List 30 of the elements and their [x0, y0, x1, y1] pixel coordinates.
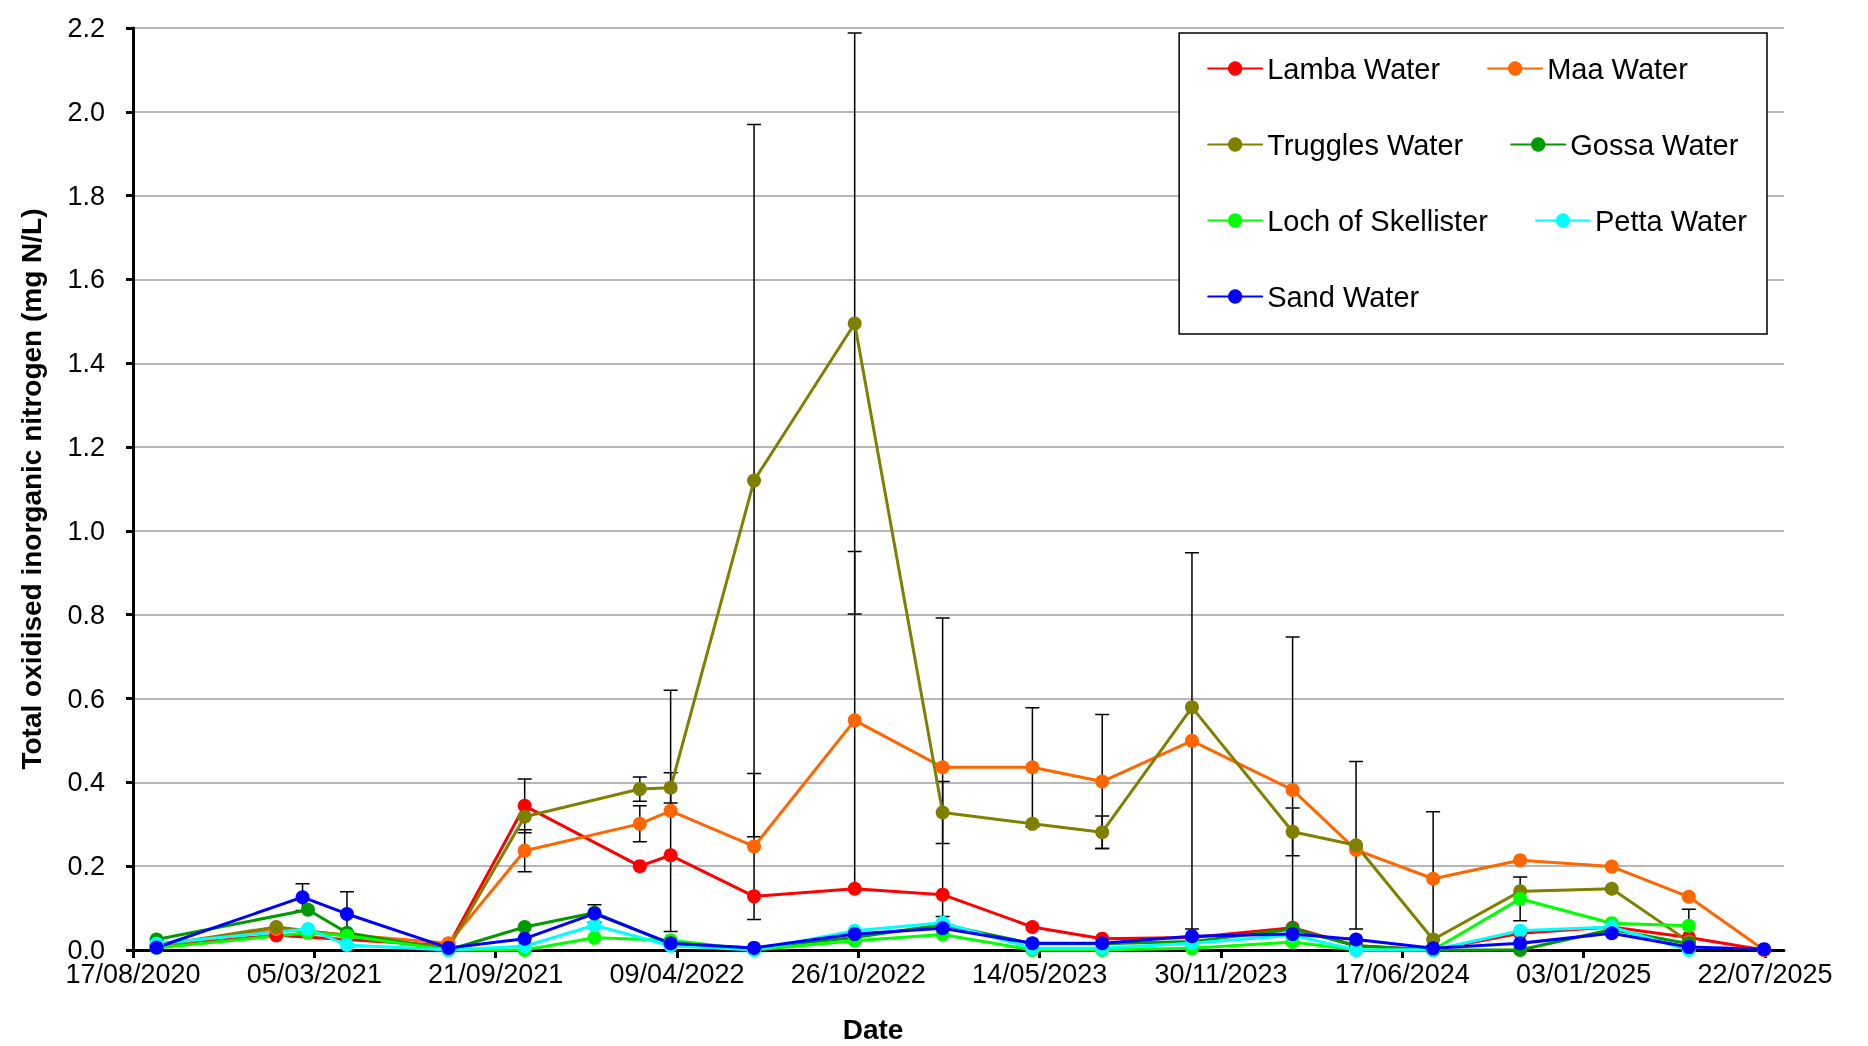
- legend-label: Lamba Water: [1267, 52, 1441, 85]
- x-tick-label: 03/01/2025: [1516, 958, 1652, 989]
- y-tick-label: 1.2: [67, 432, 105, 463]
- y-axis-title: Total oxidised inorganic nitrogen (mg N/L): [15, 208, 47, 770]
- x-axis-title: Date: [842, 1013, 904, 1045]
- y-tick-label: 0.4: [67, 767, 105, 798]
- x-tick-label: 09/04/2022: [609, 958, 745, 989]
- x-tick-label: 21/09/2021: [428, 958, 564, 989]
- legend-label: Petta Water: [1594, 204, 1748, 237]
- y-tick-label: 0.8: [67, 599, 105, 630]
- legend-label: Gossa Water: [1570, 128, 1739, 161]
- legend-label: Maa Water: [1547, 52, 1689, 85]
- y-tick-label: 0.6: [67, 683, 105, 714]
- y-tick-label: 2.0: [67, 96, 105, 127]
- y-tick-label: 1.8: [67, 180, 105, 211]
- x-tick-label: 14/05/2023: [972, 958, 1108, 989]
- legend-label: Loch of Skellister: [1267, 204, 1489, 237]
- x-tick-label: 30/11/2023: [1154, 958, 1288, 989]
- y-tick-label: 0.2: [67, 851, 105, 882]
- y-tick-label: 1.4: [67, 348, 105, 379]
- x-tick-label: 22/07/2025: [1697, 958, 1833, 989]
- x-tick-label: 26/10/2022: [790, 958, 926, 989]
- x-tick-label: 05/03/2021: [246, 958, 382, 989]
- y-tick-label: 1.0: [67, 515, 105, 546]
- legend-label: Truggles Water: [1267, 128, 1464, 161]
- y-tick-label: 2.2: [67, 13, 105, 43]
- y-tick-label: 1.6: [67, 264, 105, 295]
- x-tick-label: 17/06/2024: [1334, 958, 1470, 989]
- x-tick-label: 17/08/2020: [65, 958, 201, 989]
- legend-label: Sand Water: [1267, 280, 1420, 313]
